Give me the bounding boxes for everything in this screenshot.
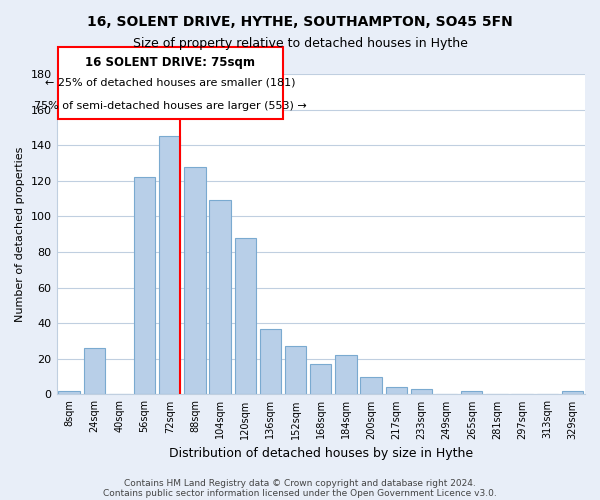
Text: 16, SOLENT DRIVE, HYTHE, SOUTHAMPTON, SO45 5FN: 16, SOLENT DRIVE, HYTHE, SOUTHAMPTON, SO… [87,15,513,29]
FancyBboxPatch shape [58,48,283,118]
Text: Contains HM Land Registry data © Crown copyright and database right 2024.: Contains HM Land Registry data © Crown c… [124,478,476,488]
Y-axis label: Number of detached properties: Number of detached properties [15,146,25,322]
Bar [184,166,206,394]
Bar [386,388,407,394]
Bar [310,364,331,394]
Bar [209,200,231,394]
Text: Size of property relative to detached houses in Hythe: Size of property relative to detached ho… [133,38,467,51]
Text: ← 25% of detached houses are smaller (181): ← 25% of detached houses are smaller (18… [45,78,296,88]
Text: Contains public sector information licensed under the Open Government Licence v3: Contains public sector information licen… [103,488,497,498]
Bar [335,356,356,395]
Bar [461,391,482,394]
Bar [411,389,432,394]
Text: 75% of semi-detached houses are larger (553) →: 75% of semi-detached houses are larger (… [34,100,307,110]
Bar [83,348,105,395]
Bar [159,136,181,394]
Bar [134,177,155,394]
Bar [285,346,307,395]
Bar [562,391,583,394]
Bar [361,376,382,394]
Bar [260,328,281,394]
Bar [235,238,256,394]
X-axis label: Distribution of detached houses by size in Hythe: Distribution of detached houses by size … [169,447,473,460]
Bar [58,391,80,394]
Text: 16 SOLENT DRIVE: 75sqm: 16 SOLENT DRIVE: 75sqm [85,56,256,69]
